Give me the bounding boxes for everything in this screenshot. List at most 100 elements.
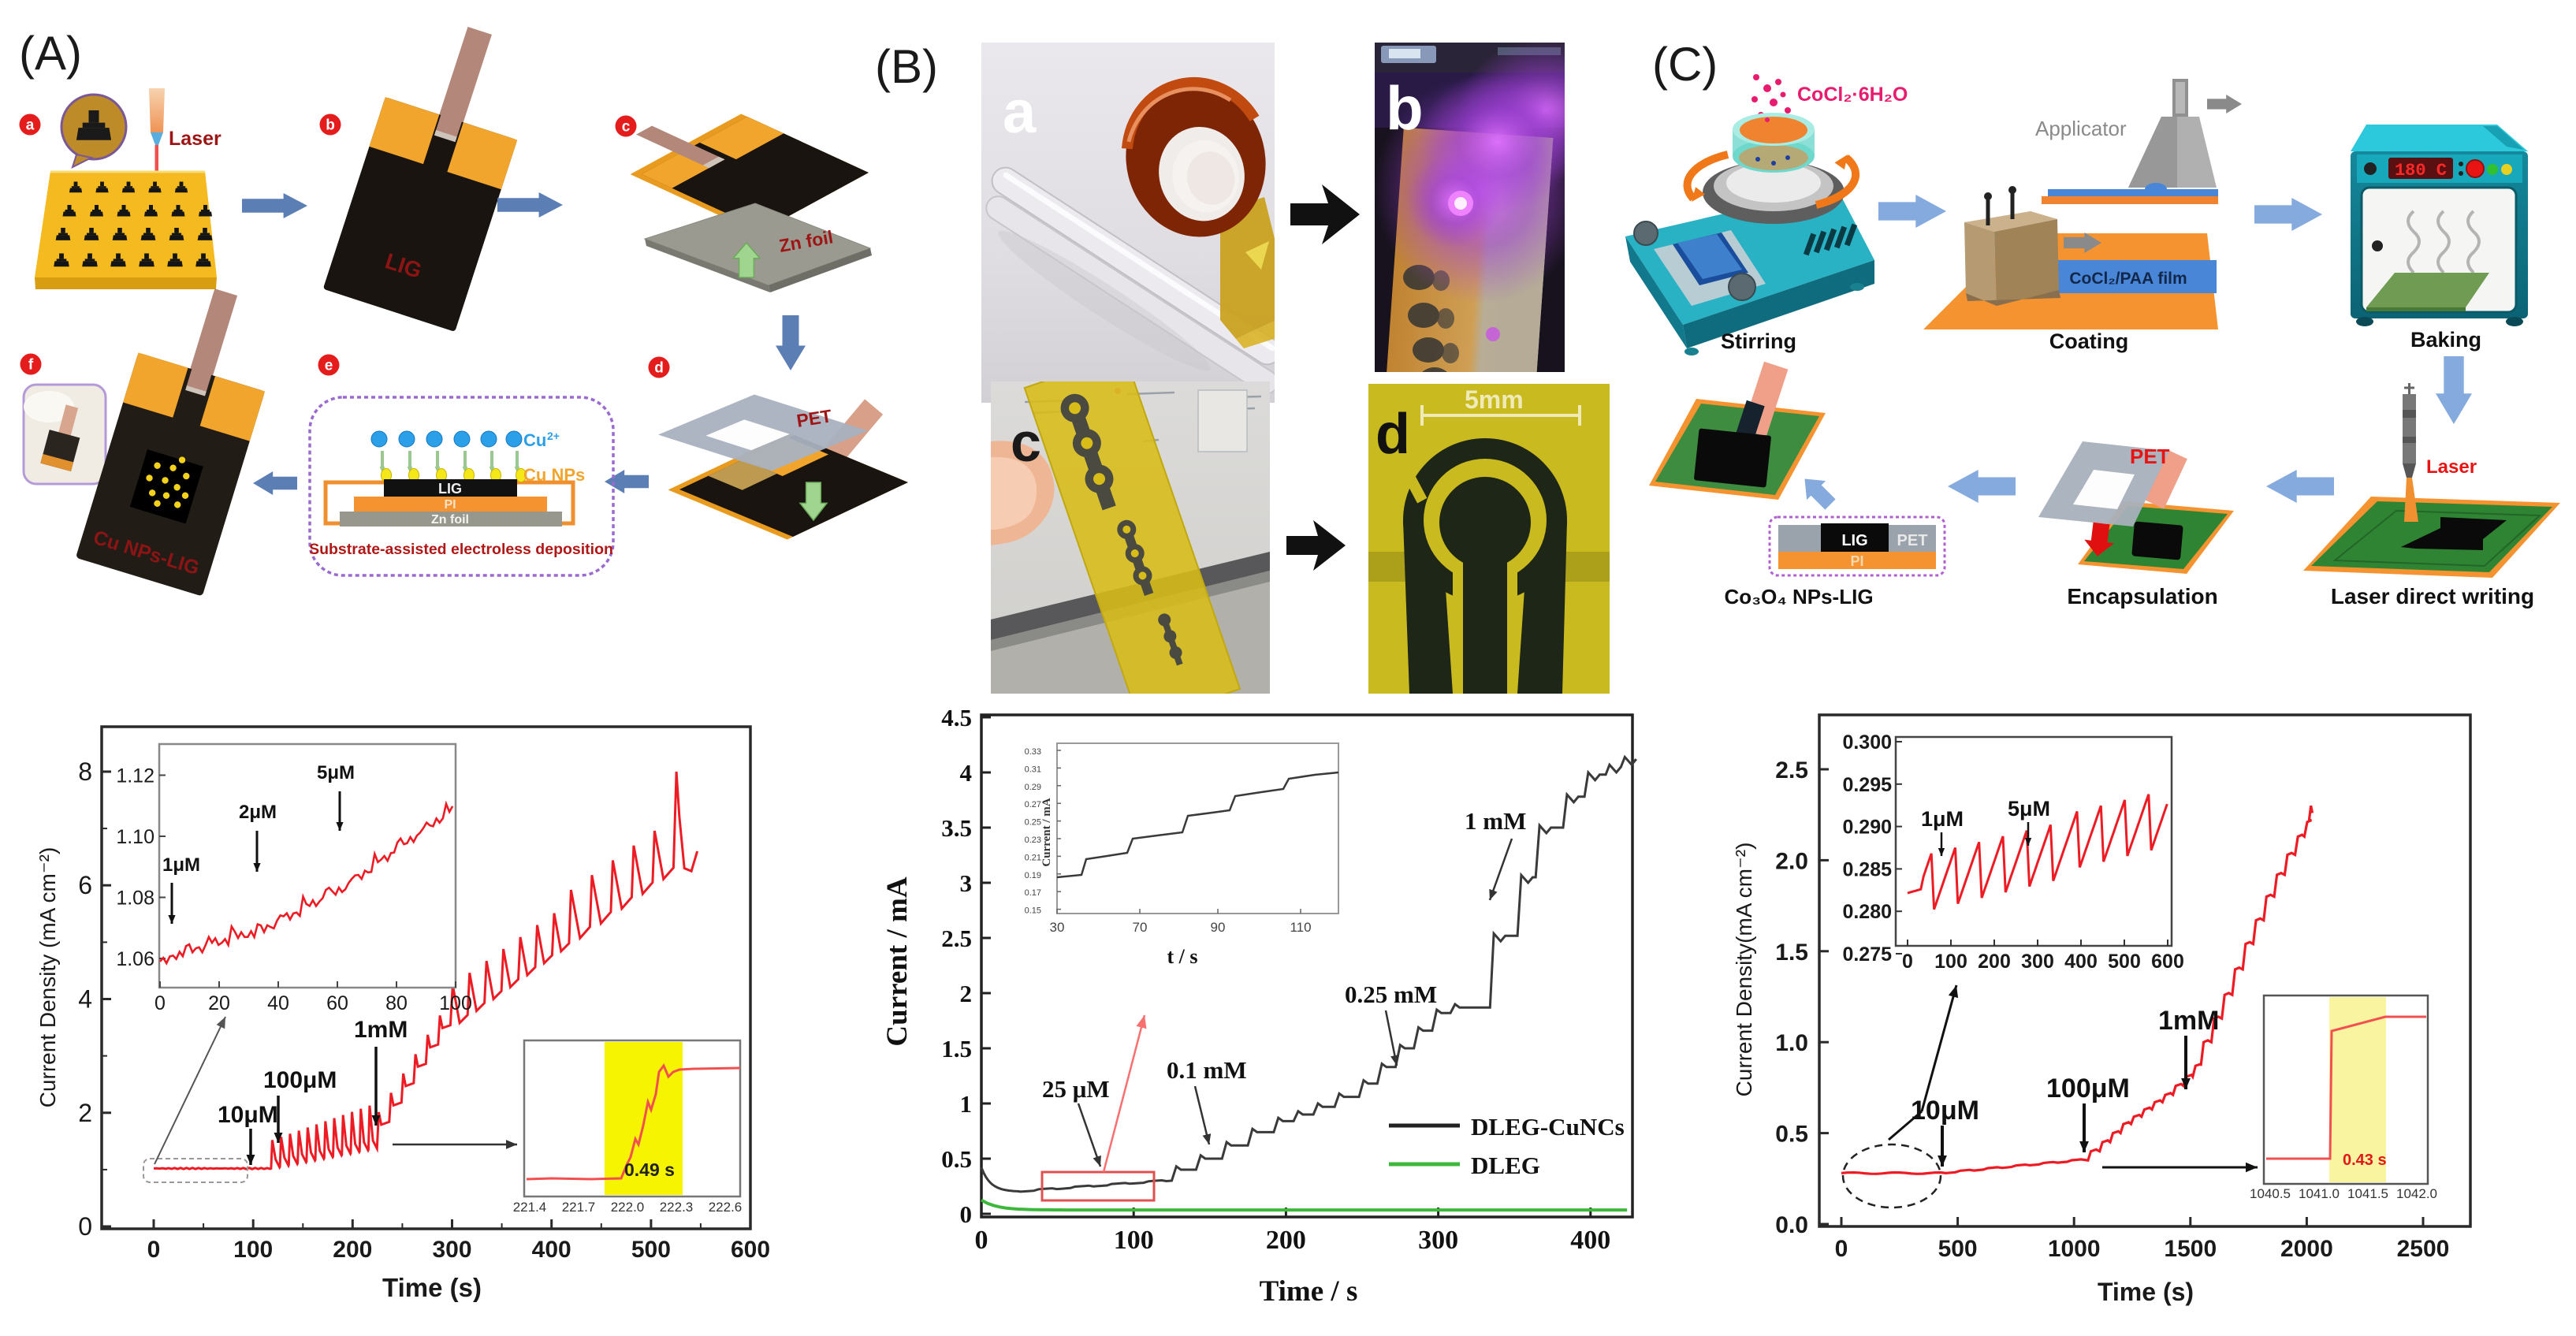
svg-text:0: 0 <box>78 1212 92 1241</box>
svg-text:1.08: 1.08 <box>116 888 154 910</box>
svg-text:600: 600 <box>731 1237 770 1263</box>
svg-text:200: 200 <box>1266 1226 1306 1255</box>
svg-text:40: 40 <box>267 992 289 1014</box>
svg-text:5μM: 5μM <box>317 762 355 783</box>
svg-text:b: b <box>326 117 335 134</box>
svg-text:4: 4 <box>960 759 973 787</box>
svg-text:80: 80 <box>385 992 408 1014</box>
svg-text:5μM: 5μM <box>2008 797 2050 821</box>
svg-text:Laser: Laser <box>169 128 221 150</box>
svg-text:600: 600 <box>2151 951 2184 973</box>
svg-text:PI: PI <box>444 498 456 512</box>
svg-text:b: b <box>1386 73 1424 143</box>
svg-text:400: 400 <box>1570 1226 1610 1255</box>
svg-text:2.0: 2.0 <box>1775 848 1808 874</box>
svg-text:2+: 2+ <box>547 430 560 442</box>
svg-text:DLEG-CuNCs: DLEG-CuNCs <box>1471 1113 1625 1141</box>
svg-text:(A): (A) <box>19 27 82 80</box>
svg-text:400: 400 <box>532 1237 571 1263</box>
svg-text:1.0: 1.0 <box>1775 1030 1808 1056</box>
svg-text:1040.5: 1040.5 <box>2250 1186 2291 1201</box>
svg-text:70: 70 <box>1133 920 1148 935</box>
svg-text:0.49 s: 0.49 s <box>624 1159 675 1180</box>
svg-text:Current Density (mA cm⁻²): Current Density (mA cm⁻²) <box>35 847 60 1108</box>
svg-text:0: 0 <box>1902 951 1913 973</box>
svg-text:1500: 1500 <box>2164 1236 2217 1262</box>
svg-text:2μM: 2μM <box>239 802 277 823</box>
svg-text:1 mM: 1 mM <box>1465 807 1526 835</box>
svg-text:10μM: 10μM <box>1911 1096 1979 1126</box>
svg-text:e: e <box>325 358 333 374</box>
svg-text:4: 4 <box>78 985 92 1014</box>
svg-text:DLEG: DLEG <box>1471 1152 1540 1179</box>
svg-text:100: 100 <box>1114 1226 1154 1255</box>
svg-text:0.0: 0.0 <box>1775 1212 1808 1238</box>
svg-text:LIG: LIG <box>438 481 462 497</box>
svg-text:0: 0 <box>960 1200 973 1228</box>
svg-text:0.300: 0.300 <box>1842 731 1892 754</box>
svg-text:3: 3 <box>960 869 973 897</box>
svg-text:Applicator: Applicator <box>2035 117 2127 140</box>
svg-text:221.7: 221.7 <box>562 1200 596 1215</box>
svg-text:180 C: 180 C <box>2395 161 2447 180</box>
svg-text:300: 300 <box>432 1237 471 1263</box>
svg-text:100: 100 <box>233 1237 273 1263</box>
svg-text:0.25 mM: 0.25 mM <box>1345 981 1437 1008</box>
svg-text:400: 400 <box>2064 951 2098 973</box>
svg-text:f: f <box>28 357 34 374</box>
svg-text:Co₃O₄ NPs-LIG: Co₃O₄ NPs-LIG <box>1724 585 1873 608</box>
svg-text:Laser direct writing: Laser direct writing <box>2331 584 2534 608</box>
svg-text:0.275: 0.275 <box>1842 943 1892 966</box>
svg-text:1.5: 1.5 <box>1775 940 1808 966</box>
svg-text:Time (s): Time (s) <box>2098 1278 2194 1306</box>
svg-text:90: 90 <box>1211 920 1226 935</box>
svg-text:1μM: 1μM <box>1921 807 1964 831</box>
svg-text:222.0: 222.0 <box>611 1200 645 1215</box>
svg-text:Current Density(mA cm⁻²): Current Density(mA cm⁻²) <box>1732 843 1756 1097</box>
svg-text:20: 20 <box>208 992 230 1014</box>
svg-text:2500: 2500 <box>2397 1236 2450 1262</box>
svg-text:0.17: 0.17 <box>1025 888 1041 898</box>
svg-text:1041.0: 1041.0 <box>2299 1186 2340 1201</box>
svg-text:0.5: 0.5 <box>1775 1122 1808 1148</box>
svg-text:PET: PET <box>1897 532 1928 549</box>
svg-text:0: 0 <box>1835 1236 1848 1262</box>
svg-text:Encapsulation: Encapsulation <box>2067 584 2217 608</box>
svg-text:1.12: 1.12 <box>116 765 154 787</box>
svg-text:500: 500 <box>1938 1236 1978 1262</box>
svg-text:CoCl₂·6H₂O: CoCl₂·6H₂O <box>1797 84 1908 106</box>
svg-text:1mM: 1mM <box>354 1017 408 1043</box>
svg-text:0.43 s: 0.43 s <box>2343 1152 2387 1169</box>
svg-text:PI: PI <box>1850 553 1863 569</box>
svg-text:25 μM: 25 μM <box>1042 1075 1110 1103</box>
svg-text:2.5: 2.5 <box>941 925 972 952</box>
svg-text:200: 200 <box>1978 951 2011 973</box>
svg-text:d: d <box>654 360 664 377</box>
svg-text:0.280: 0.280 <box>1842 901 1892 923</box>
svg-text:0.29: 0.29 <box>1025 783 1041 792</box>
svg-text:Time / s: Time / s <box>1260 1275 1358 1308</box>
svg-text:Substrate-assisted electroless: Substrate-assisted electroless depositio… <box>309 541 613 558</box>
svg-text:0.295: 0.295 <box>1842 774 1892 796</box>
svg-text:Cu: Cu <box>523 430 546 450</box>
svg-text:200: 200 <box>333 1237 372 1263</box>
svg-text:LIG: LIG <box>1841 532 1867 549</box>
svg-text:2000: 2000 <box>2280 1236 2333 1262</box>
svg-text:Time (s): Time (s) <box>382 1273 482 1302</box>
svg-text:100μM: 100μM <box>2046 1074 2130 1103</box>
svg-text:2: 2 <box>960 980 973 1007</box>
svg-text:5mm: 5mm <box>1465 385 1524 414</box>
svg-text:Current / mA: Current / mA <box>1040 798 1053 866</box>
svg-text:1042.0: 1042.0 <box>2396 1186 2437 1201</box>
svg-text:10μM: 10μM <box>218 1102 278 1128</box>
svg-text:(B): (B) <box>875 40 938 93</box>
svg-text:100: 100 <box>439 992 472 1014</box>
svg-text:0.33: 0.33 <box>1025 747 1041 757</box>
svg-text:PET: PET <box>2130 445 2170 468</box>
svg-text:(C): (C) <box>1652 38 1718 91</box>
svg-text:1.5: 1.5 <box>941 1035 972 1062</box>
svg-text:1.06: 1.06 <box>116 948 154 970</box>
svg-text:60: 60 <box>326 992 348 1014</box>
svg-text:222.3: 222.3 <box>660 1200 694 1215</box>
svg-text:222.6: 222.6 <box>709 1200 743 1215</box>
